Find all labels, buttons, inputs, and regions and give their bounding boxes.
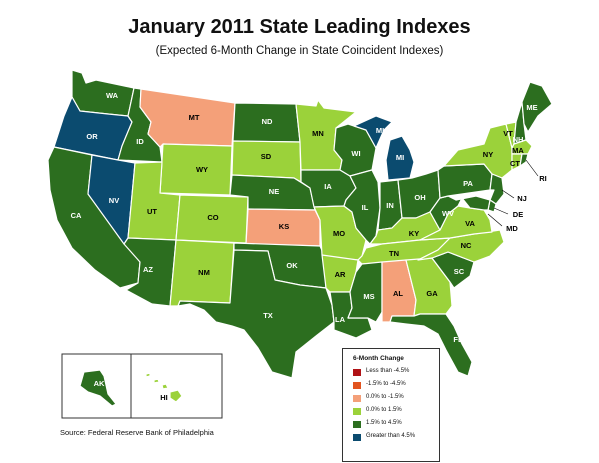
label-MD: MD [506, 224, 518, 233]
label-IA: IA [324, 182, 332, 191]
label-TN: TN [389, 249, 399, 258]
label-ME: ME [526, 103, 537, 112]
label-MI: MI [376, 126, 384, 135]
label-GA: GA [426, 289, 438, 298]
label-NM: NM [198, 268, 210, 277]
label-IN: IN [386, 201, 394, 210]
state-ME [521, 81, 553, 133]
label-NY: NY [483, 150, 493, 159]
state-RI [519, 153, 529, 167]
legend-swatch [353, 395, 361, 402]
state-NH [513, 101, 527, 145]
label-MT: MT [189, 113, 200, 122]
label-AK: AK [94, 379, 105, 388]
label-WA: WA [106, 91, 119, 100]
label-ID: ID [136, 137, 144, 146]
label-OK: OK [286, 261, 298, 270]
legend-swatch [353, 434, 361, 441]
legend-label: Greater than 4.5% [366, 433, 416, 439]
label-MS: MS [363, 292, 374, 301]
state-IL [343, 169, 381, 245]
leader-MD [487, 213, 503, 227]
legend-label: Less than -4.5% [366, 368, 410, 374]
label-MO: MO [333, 229, 345, 238]
map-subtitle: (Expected 6-Month Change in State Coinci… [155, 45, 444, 57]
label-OR: OR [86, 132, 98, 141]
legend-swatch [353, 421, 361, 428]
legend-swatch [353, 369, 361, 376]
label-CT: CT [510, 159, 520, 168]
legend-title: 6-Month Change [353, 355, 404, 362]
label-CO: CO [207, 213, 218, 222]
leader-RI [525, 159, 539, 177]
label-DE: DE [513, 210, 523, 219]
label-CA: CA [71, 211, 82, 220]
legend-swatch [353, 408, 361, 415]
label-KY: KY [409, 229, 419, 238]
label-RI: RI [539, 174, 547, 183]
label-NC: NC [461, 241, 472, 250]
state-NJ [489, 173, 505, 205]
legend-label: 0.0% to -1.5% [366, 394, 404, 400]
legend-swatch [353, 382, 361, 389]
map-title: January 2011 State Leading Indexes [128, 16, 471, 38]
label-PA: PA [463, 179, 473, 188]
label-IL: IL [362, 203, 369, 212]
label-AL: AL [393, 289, 403, 298]
leader-DE [493, 207, 509, 215]
label-SD: SD [261, 152, 272, 161]
leader-lines [487, 159, 539, 227]
state-AK [79, 369, 117, 407]
label-WV: WV [442, 209, 454, 218]
state-WA [71, 69, 135, 117]
state-MD [455, 195, 491, 211]
state-MT [139, 88, 236, 148]
legend: 6-Month Change Less than -4.5% -1.5% to … [342, 348, 440, 462]
state-FL [389, 313, 473, 377]
state-KS [245, 208, 321, 247]
label-MI-lower: MI [396, 153, 404, 162]
leader-NJ [501, 189, 515, 199]
state-HI [145, 372, 183, 403]
label-VA: VA [465, 219, 475, 228]
label-OH: OH [414, 193, 425, 202]
label-WI: WI [351, 149, 360, 158]
state-TX [177, 249, 335, 379]
state-MI [353, 115, 415, 181]
label-NE: NE [269, 187, 279, 196]
label-LA: LA [335, 315, 346, 324]
label-AR: AR [335, 270, 346, 279]
label-UT: UT [147, 207, 157, 216]
label-NH: NH [513, 135, 524, 144]
label-SC: SC [454, 267, 465, 276]
label-KS: KS [279, 222, 289, 231]
label-ND: ND [262, 117, 273, 126]
label-MA: MA [512, 146, 524, 155]
label-WY: WY [196, 165, 208, 174]
label-NV: NV [109, 196, 119, 205]
legend-label: -1.5% to -4.5% [366, 381, 406, 387]
label-TX: TX [263, 311, 273, 320]
state-MS [347, 261, 383, 323]
legend-label: 1.5% to 4.5% [366, 420, 402, 426]
legend-label: 0.0% to 1.5% [366, 407, 402, 413]
label-MN: MN [312, 129, 324, 138]
label-FL: FL [453, 335, 463, 344]
label-HI: HI [160, 393, 168, 402]
label-NJ: NJ [517, 194, 527, 203]
label-VT: VT [503, 129, 513, 138]
label-AZ: AZ [143, 265, 153, 274]
inset-frame [61, 353, 223, 419]
source-note: Source: Federal Reserve Bank of Philadel… [60, 428, 214, 437]
